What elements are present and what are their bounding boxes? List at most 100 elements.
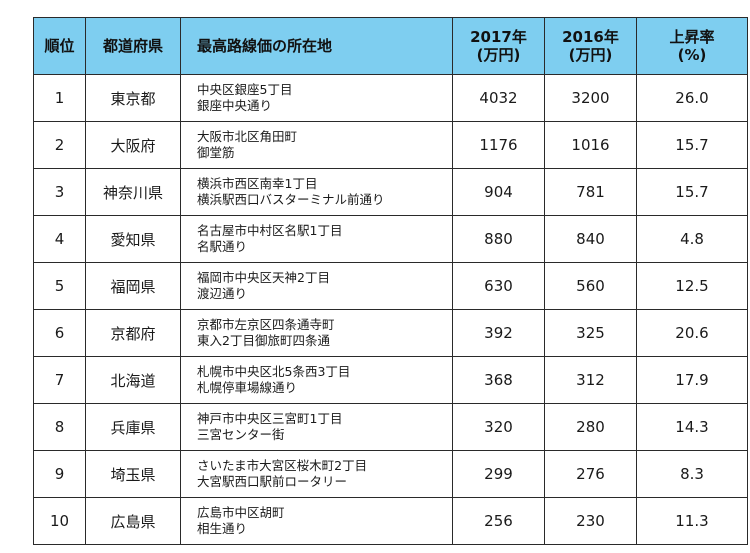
value-2016-cell: 3200 xyxy=(544,74,637,122)
header-rate-label: 上昇率 xyxy=(669,28,715,46)
table-row: 10 広島県 広島市中区胡町 相生通り 256 230 11.3 xyxy=(33,497,748,545)
value-2017-cell: 880 xyxy=(452,215,545,263)
value-2016-cell: 276 xyxy=(544,450,637,498)
prefecture-cell: 京都府 xyxy=(85,309,181,357)
location-address: 名古屋市中村区名駅1丁目 xyxy=(197,223,343,238)
rank-cell: 6 xyxy=(33,309,86,357)
table-row: 5 福岡県 福岡市中央区天神2丁目 渡辺通り 630 560 12.5 xyxy=(33,262,748,310)
location-address: 中央区銀座5丁目 xyxy=(197,82,293,97)
location-street: 東入2丁目御旅町四条通 xyxy=(197,333,330,348)
rank-cell: 4 xyxy=(33,215,86,263)
location-cell: 横浜市西区南幸1丁目 横浜駅西口バスターミナル前通り xyxy=(180,168,453,216)
rate-cell: 8.3 xyxy=(636,450,748,498)
rate-cell: 15.7 xyxy=(636,168,748,216)
location-address: さいたま市大宮区桜木町2丁目 xyxy=(197,458,368,473)
table-row: 4 愛知県 名古屋市中村区名駅1丁目 名駅通り 880 840 4.8 xyxy=(33,215,748,263)
prefecture-cell: 愛知県 xyxy=(85,215,181,263)
location-street: 銀座中央通り xyxy=(197,98,273,113)
prefecture-cell: 広島県 xyxy=(85,497,181,545)
location-cell: 名古屋市中村区名駅1丁目 名駅通り xyxy=(180,215,453,263)
value-2017-cell: 1176 xyxy=(452,121,545,169)
header-2016: 2016年 (万円) xyxy=(544,17,637,75)
location-cell: 京都市左京区四条通寺町 東入2丁目御旅町四条通 xyxy=(180,309,453,357)
rank-cell: 2 xyxy=(33,121,86,169)
location-street: 札幌停車場線通り xyxy=(197,380,298,395)
value-2016-cell: 312 xyxy=(544,356,637,404)
location-street: 横浜駅西口バスターミナル前通り xyxy=(197,192,385,207)
table-row: 2 大阪府 大阪市北区角田町 御堂筋 1176 1016 15.7 xyxy=(33,121,748,169)
table-header-row: 順位 都道府県 最高路線価の所在地 2017年 (万円) 2016年 (万円) … xyxy=(33,17,748,75)
location-street: 相生通り xyxy=(197,521,248,536)
rate-cell: 11.3 xyxy=(636,497,748,545)
table-row: 7 北海道 札幌市中央区北5条西3丁目 札幌停車場線通り 368 312 17.9 xyxy=(33,356,748,404)
location-street: 三宮センター街 xyxy=(197,427,285,442)
value-2017-cell: 320 xyxy=(452,403,545,451)
rate-cell: 12.5 xyxy=(636,262,748,310)
value-2016-cell: 280 xyxy=(544,403,637,451)
value-2017-cell: 630 xyxy=(452,262,545,310)
header-rate: 上昇率 (%) xyxy=(636,17,748,75)
header-location: 最高路線価の所在地 xyxy=(180,17,453,75)
table-row: 6 京都府 京都市左京区四条通寺町 東入2丁目御旅町四条通 392 325 20.6 xyxy=(33,309,748,357)
location-cell: 大阪市北区角田町 御堂筋 xyxy=(180,121,453,169)
header-2016-year: 2016年 xyxy=(562,28,619,46)
value-2016-cell: 840 xyxy=(544,215,637,263)
table-row: 8 兵庫県 神戸市中央区三宮町1丁目 三宮センター街 320 280 14.3 xyxy=(33,403,748,451)
prefecture-cell: 神奈川県 xyxy=(85,168,181,216)
rank-cell: 7 xyxy=(33,356,86,404)
value-2017-cell: 904 xyxy=(452,168,545,216)
value-2017-cell: 299 xyxy=(452,450,545,498)
table-row: 1 東京都 中央区銀座5丁目 銀座中央通り 4032 3200 26.0 xyxy=(33,74,748,122)
location-address: 神戸市中央区三宮町1丁目 xyxy=(197,411,343,426)
value-2016-cell: 230 xyxy=(544,497,637,545)
rate-cell: 15.7 xyxy=(636,121,748,169)
rank-cell: 3 xyxy=(33,168,86,216)
location-cell: 中央区銀座5丁目 銀座中央通り xyxy=(180,74,453,122)
location-address: 札幌市中央区北5条西3丁目 xyxy=(197,364,351,379)
rate-cell: 4.8 xyxy=(636,215,748,263)
rank-cell: 8 xyxy=(33,403,86,451)
prefecture-cell: 北海道 xyxy=(85,356,181,404)
location-address: 広島市中区胡町 xyxy=(197,505,285,520)
value-2016-cell: 325 xyxy=(544,309,637,357)
header-2017: 2017年 (万円) xyxy=(452,17,545,75)
rate-cell: 20.6 xyxy=(636,309,748,357)
value-2016-cell: 560 xyxy=(544,262,637,310)
header-2016-unit: (万円) xyxy=(568,46,613,64)
location-address: 福岡市中央区天神2丁目 xyxy=(197,270,330,285)
value-2017-cell: 392 xyxy=(452,309,545,357)
prefecture-cell: 東京都 xyxy=(85,74,181,122)
rank-cell: 10 xyxy=(33,497,86,545)
prefecture-cell: 兵庫県 xyxy=(85,403,181,451)
prefecture-cell: 福岡県 xyxy=(85,262,181,310)
location-cell: 神戸市中央区三宮町1丁目 三宮センター街 xyxy=(180,403,453,451)
rate-cell: 26.0 xyxy=(636,74,748,122)
rank-cell: 9 xyxy=(33,450,86,498)
location-street: 渡辺通り xyxy=(197,286,248,301)
location-cell: 福岡市中央区天神2丁目 渡辺通り xyxy=(180,262,453,310)
location-street: 御堂筋 xyxy=(197,145,235,160)
header-prefecture: 都道府県 xyxy=(85,17,181,75)
table-row: 3 神奈川県 横浜市西区南幸1丁目 横浜駅西口バスターミナル前通り 904 781 15.7 xyxy=(33,168,748,216)
table-row: 9 埼玉県 さいたま市大宮区桜木町2丁目 大宮駅西口駅前ロータリー 299 276 8.3 xyxy=(33,450,748,498)
header-2017-year: 2017年 xyxy=(470,28,527,46)
value-2016-cell: 781 xyxy=(544,168,637,216)
header-rate-unit: (%) xyxy=(677,46,707,64)
location-street: 大宮駅西口駅前ロータリー xyxy=(197,474,348,489)
header-rank: 順位 xyxy=(33,17,86,75)
location-cell: 札幌市中央区北5条西3丁目 札幌停車場線通り xyxy=(180,356,453,404)
value-2017-cell: 4032 xyxy=(452,74,545,122)
land-price-table: 順位 都道府県 最高路線価の所在地 2017年 (万円) 2016年 (万円) … xyxy=(33,17,748,545)
location-cell: 広島市中区胡町 相生通り xyxy=(180,497,453,545)
rank-cell: 1 xyxy=(33,74,86,122)
prefecture-cell: 大阪府 xyxy=(85,121,181,169)
location-street: 名駅通り xyxy=(197,239,248,254)
value-2017-cell: 368 xyxy=(452,356,545,404)
value-2016-cell: 1016 xyxy=(544,121,637,169)
location-address: 大阪市北区角田町 xyxy=(197,129,298,144)
rank-cell: 5 xyxy=(33,262,86,310)
prefecture-cell: 埼玉県 xyxy=(85,450,181,498)
location-cell: さいたま市大宮区桜木町2丁目 大宮駅西口駅前ロータリー xyxy=(180,450,453,498)
location-address: 京都市左京区四条通寺町 xyxy=(197,317,335,332)
rate-cell: 17.9 xyxy=(636,356,748,404)
